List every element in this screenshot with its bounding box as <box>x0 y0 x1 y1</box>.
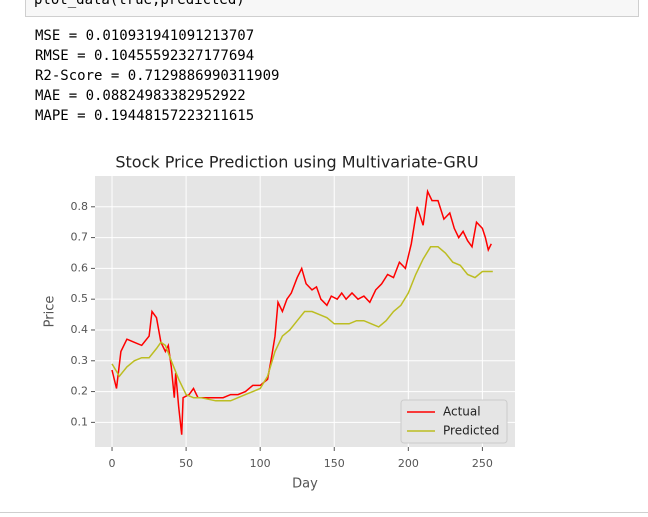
y-axis-label: Price <box>43 296 58 328</box>
x-tick-label: 250 <box>472 457 493 470</box>
legend-label: Predicted <box>443 424 499 438</box>
data-line <box>111 188 492 435</box>
code-cell[interactable]: plot_data(true,predicted) <box>25 0 639 17</box>
output-line: MAPE = 0.19448157223211615 <box>35 108 255 124</box>
y-tick-label: 0.3 <box>71 354 89 367</box>
y-tick-label: 0.7 <box>71 231 89 244</box>
code-line: plot_data(true,predicted) <box>34 0 245 8</box>
data-line <box>111 246 493 402</box>
y-tick-label: 0.5 <box>71 292 89 305</box>
legend-box <box>400 399 508 444</box>
y-tick-label: 0.8 <box>71 200 89 213</box>
y-tick-label: 0.2 <box>71 385 89 398</box>
x-tick-label: 0 <box>109 457 116 470</box>
y-tick-label: 0.6 <box>71 261 89 274</box>
y-tick-label: 0.4 <box>71 323 89 336</box>
chart: 0.1 0.2 0.3 0.4 0.5 0.6 0.7 0.8 0 50 100 150 200 250 S… <box>43 153 515 492</box>
output-line: MAE = 0.08824983382952922 <box>35 88 246 104</box>
output-line: MSE = 0.010931941091213707 <box>35 28 255 44</box>
chart-title: Stock Price Prediction using Multivariat… <box>115 153 478 172</box>
x-tick-label: 50 <box>179 457 193 470</box>
y-tick-label: 0.1 <box>71 415 89 428</box>
x-tick-label: 150 <box>324 457 345 470</box>
output-line: RMSE = 0.10455592327177694 <box>35 48 255 64</box>
x-tick-label: 200 <box>398 457 419 470</box>
x-tick-label: 100 <box>250 457 271 470</box>
x-axis-label: Day <box>292 477 318 492</box>
legend-label: Actual <box>443 405 481 419</box>
cell-border <box>0 512 648 513</box>
output-line: R2-Score = 0.7129886990311909 <box>35 68 280 84</box>
